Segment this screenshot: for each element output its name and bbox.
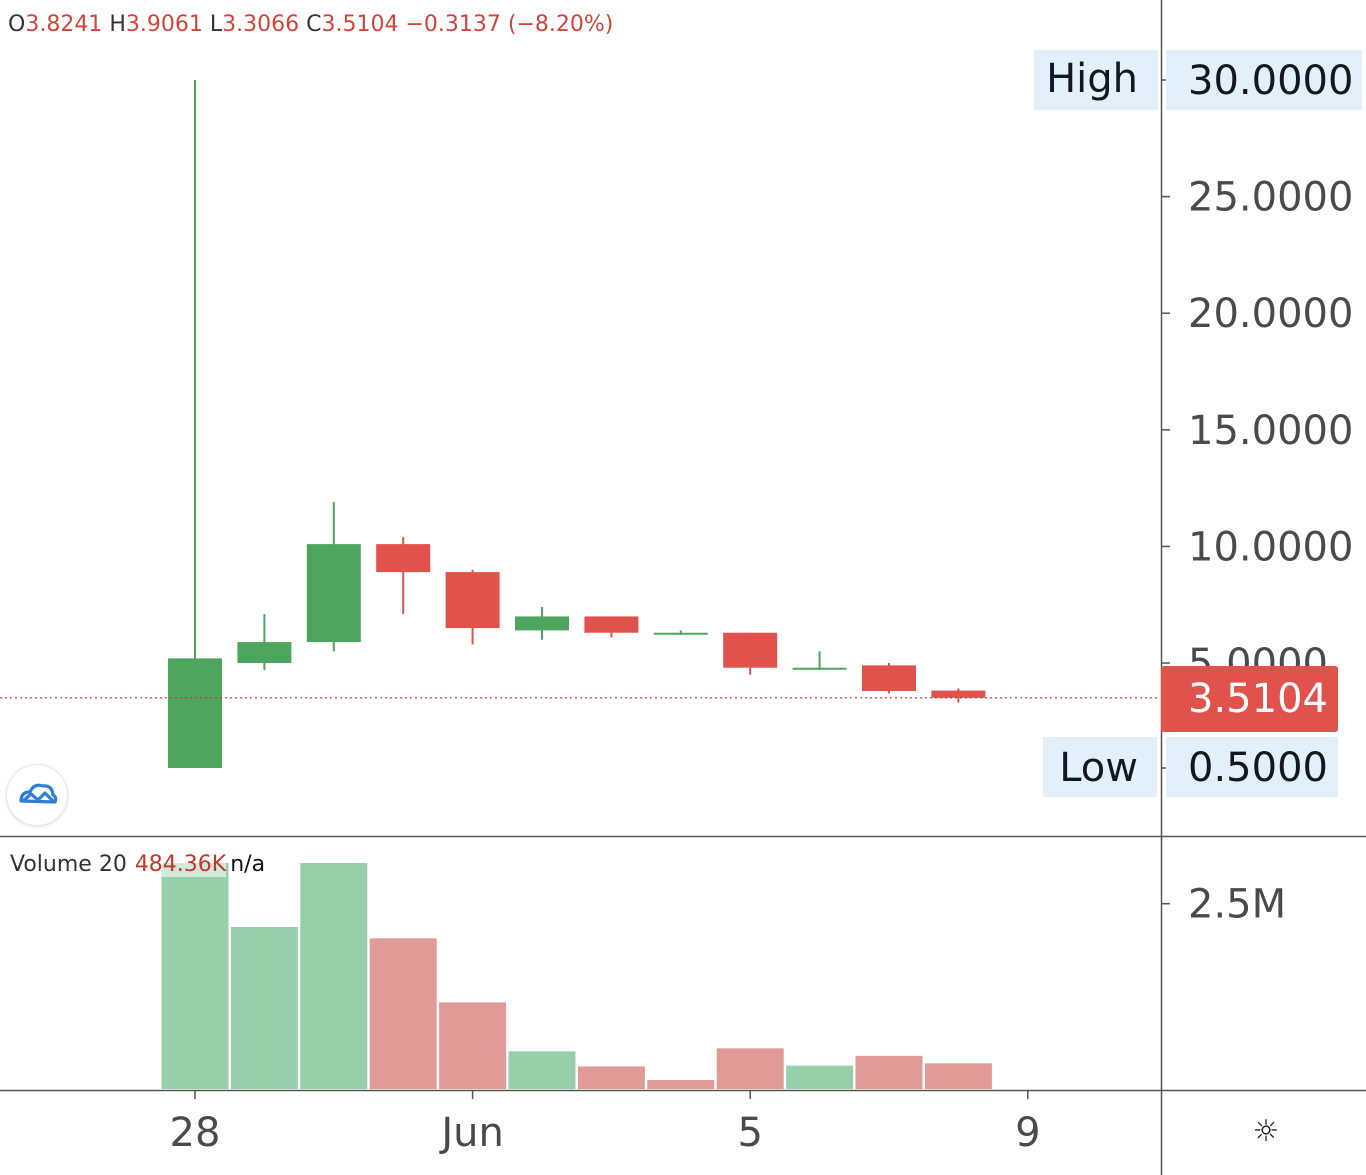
volume-legend: Volume 20 484.36K n/a xyxy=(10,852,265,877)
candle xyxy=(862,663,916,694)
volume-bar xyxy=(924,1063,992,1089)
cloud-logo-graphic xyxy=(19,783,58,804)
tradingview-cloud-icon[interactable] xyxy=(6,764,68,826)
candle xyxy=(515,607,569,640)
volume-bar xyxy=(855,1055,923,1089)
last-price-value: 3.5104 xyxy=(1188,676,1328,722)
candle xyxy=(792,651,847,671)
volume-ma-value: n/a xyxy=(230,852,266,877)
candle xyxy=(584,616,639,638)
volume-bar xyxy=(577,1066,645,1089)
low-value: 3.3066 xyxy=(222,12,300,37)
volume-tick-label: 2.5M xyxy=(1188,882,1286,928)
volume-axis-ticks: 2.5M xyxy=(1162,882,1286,928)
candle-body xyxy=(931,690,986,698)
volume-bar xyxy=(647,1079,715,1089)
last-price-marker: 3.5104 xyxy=(1161,666,1338,732)
ohlc-legend: O3.8241 H3.9061 L3.3066 C3.5104 −0.3137 … xyxy=(8,12,613,37)
time-tick-label: Jun xyxy=(438,1110,504,1156)
high-marker-label: High xyxy=(1046,56,1138,102)
volume-bars xyxy=(161,863,992,1089)
high-marker-value-box xyxy=(1166,50,1362,110)
candle xyxy=(445,569,500,645)
volume-indicator-name: Volume 20 xyxy=(10,852,127,877)
volume-bar xyxy=(300,863,368,1089)
candle xyxy=(376,537,431,615)
price-candles xyxy=(168,80,986,768)
volume-bar xyxy=(230,927,298,1089)
settings-sun-icon[interactable]: ☼ xyxy=(1252,1114,1280,1149)
volume-bar xyxy=(161,863,229,1089)
candle-body xyxy=(306,544,361,643)
candle xyxy=(168,80,222,768)
candle xyxy=(653,630,708,636)
volume-bar xyxy=(786,1065,854,1089)
low-marker-value: 0.5000 xyxy=(1188,745,1328,791)
candle-body xyxy=(445,572,500,629)
candle xyxy=(723,632,778,675)
price-tick-label: 20.0000 xyxy=(1188,291,1353,337)
volume-bar xyxy=(716,1048,784,1089)
candle-body xyxy=(168,658,222,768)
time-tick-label: 28 xyxy=(170,1110,221,1156)
price-tick-label: 25.0000 xyxy=(1188,175,1353,221)
low-marker-value-box xyxy=(1166,737,1338,797)
low-marker-label: Low xyxy=(1059,745,1138,791)
price-tick-label: 10.0000 xyxy=(1188,524,1353,570)
open-key: O xyxy=(8,12,26,37)
candle-body xyxy=(862,665,916,692)
high-value: 3.9061 xyxy=(125,12,203,37)
open-value: 3.8241 xyxy=(25,12,103,37)
change-value: −0.3137 (−8.20%) xyxy=(405,12,614,37)
candle xyxy=(306,502,361,652)
candle-body xyxy=(237,642,292,664)
close-value: 3.5104 xyxy=(321,12,399,37)
close-key: C xyxy=(306,12,322,37)
volume-bar xyxy=(439,1002,507,1089)
high-marker-label-box xyxy=(1034,50,1158,110)
high-key: H xyxy=(109,12,126,37)
candle-body xyxy=(584,616,639,633)
volume-indicator-value: 484.36K xyxy=(134,852,227,877)
last-price-box xyxy=(1161,666,1338,732)
low-marker: Low 0.5000 xyxy=(1043,737,1338,797)
candle-body xyxy=(792,667,847,670)
high-marker-value: 30.0000 xyxy=(1188,58,1353,104)
price-tick-label: 15.0000 xyxy=(1188,408,1353,454)
candle xyxy=(931,688,986,703)
time-axis-ticks: 28 Jun 5 9 xyxy=(170,1091,1041,1156)
low-key: L xyxy=(209,12,223,37)
low-marker-label-box xyxy=(1043,737,1157,797)
candle-body xyxy=(723,632,778,668)
volume-bar xyxy=(508,1051,576,1089)
candle-body xyxy=(515,616,569,631)
volume-bar xyxy=(369,938,437,1089)
candle-body xyxy=(376,544,431,573)
time-tick-label: 9 xyxy=(1015,1110,1040,1156)
candle xyxy=(237,614,292,671)
time-tick-label: 5 xyxy=(737,1110,762,1156)
high-marker: High 30.0000 xyxy=(1034,50,1362,110)
candle-body xyxy=(653,632,708,635)
